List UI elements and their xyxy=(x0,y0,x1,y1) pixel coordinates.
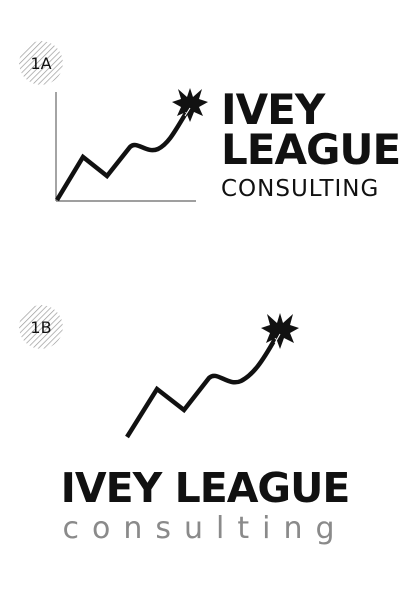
option-b-subtitle: consulting xyxy=(62,511,348,546)
hatch-pattern xyxy=(19,305,63,349)
option-b-badge-label: 1B xyxy=(30,317,52,337)
option-a-title-line1: IVEY xyxy=(221,85,325,134)
hatch-pattern xyxy=(19,41,63,85)
ivy-leaf-icon xyxy=(172,88,208,122)
option-a-chart xyxy=(55,88,208,202)
option-b-chart xyxy=(125,313,299,439)
option-a-title-line2: LEAGUE xyxy=(221,125,401,174)
ivy-leaf-icon xyxy=(261,313,299,349)
option-b-badge: 1B xyxy=(19,305,63,349)
option-a-badge-label: 1A xyxy=(30,53,52,73)
option-a-badge: 1A xyxy=(19,41,63,85)
option-a-subtitle: CONSULTING xyxy=(221,176,380,202)
option-b-title: IVEY LEAGUE xyxy=(60,464,351,512)
chart-line-icon xyxy=(125,337,277,439)
chart-line-icon xyxy=(55,111,188,202)
